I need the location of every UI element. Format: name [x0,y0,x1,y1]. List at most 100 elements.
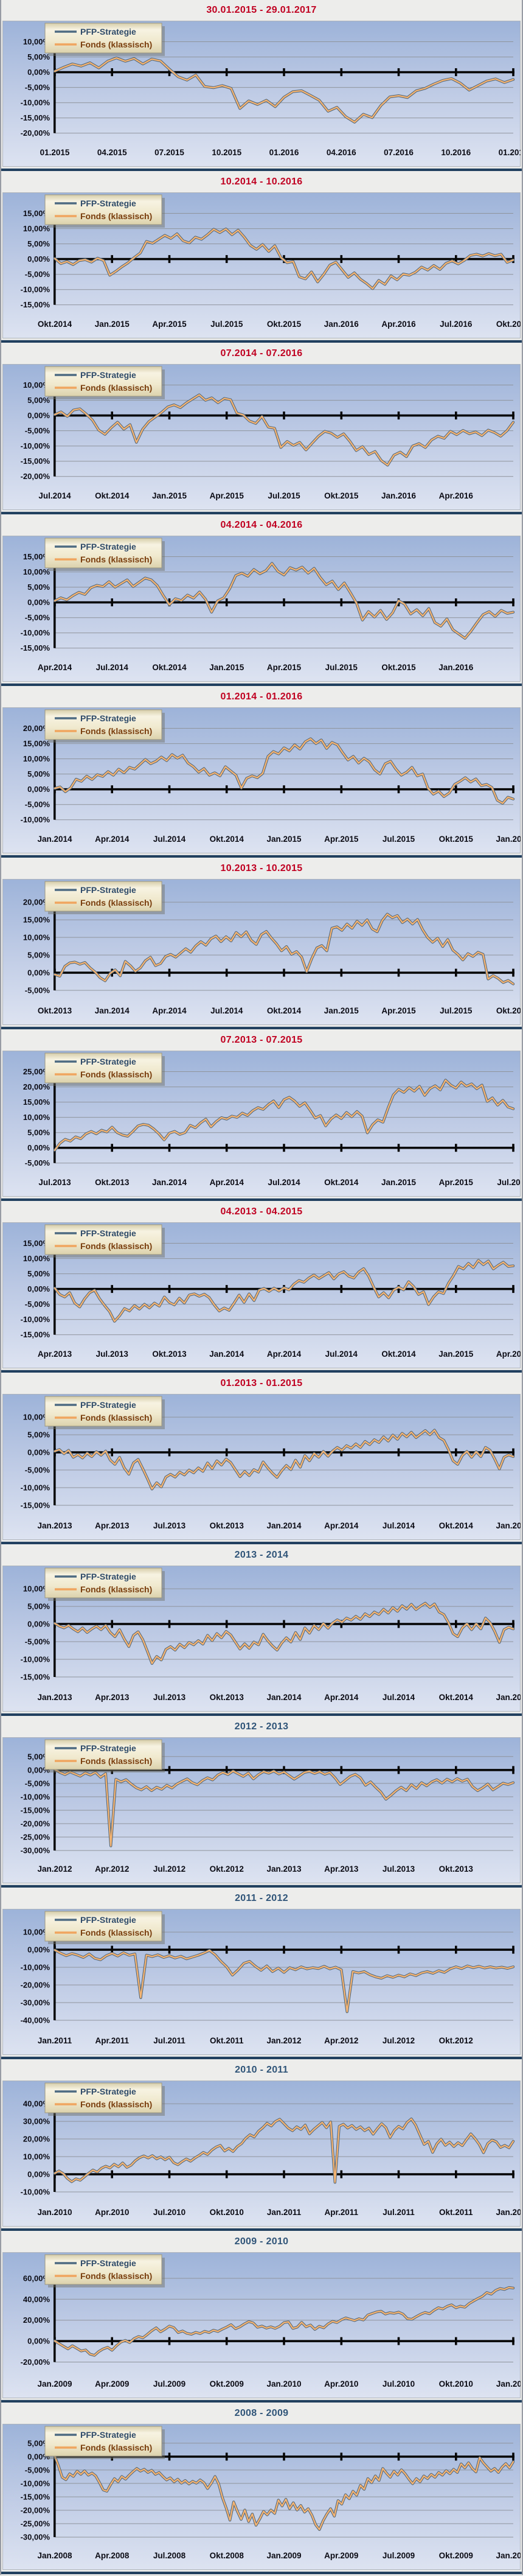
x-tick-label: Jan.2015 [209,663,244,672]
x-tick [512,2170,514,2179]
y-tick-label: -10,00% [21,98,50,107]
x-tick [397,411,400,420]
chart-section-7: 07.2013 - 07.2015 25,00% 20,00% 15,00% 10,0… [1,1030,522,1202]
x-tick-label: Okt.2014 [267,1006,302,1015]
x-tick [340,2452,343,2461]
y-tick-label: 0,00% [27,2170,50,2179]
section-divider [1,855,522,858]
y-axis [54,2434,56,2538]
legend-label-pfp: PFP-Strategie [80,2087,136,2096]
legend-label-fonds: Fonds (klassisch) [80,1928,152,1937]
y-tick-label: -10,00% [21,1963,50,1972]
x-tick-label: Jan.2014 [266,1693,302,1702]
y-axis [54,2262,56,2362]
y-tick-label: -40,00% [21,2016,50,2025]
x-tick-label: Okt.2009 [210,2379,244,2389]
x-tick-label: Apr.2014 [324,1693,359,1702]
x-tick-label: Jul.2014 [383,1521,415,1530]
x-tick-label: Apr.2014 [324,1521,359,1530]
y-tick-label: 25,00% [23,1067,50,1076]
legend-label-fonds: Fonds (klassisch) [80,1413,152,1423]
y-tick-label: -10,00% [21,2188,50,2197]
x-tick [168,1766,171,1774]
x-tick [340,1448,343,1457]
legend-label-fonds: Fonds (klassisch) [80,2099,152,2109]
x-tick [397,68,400,77]
chart-section-3: 07.2014 - 07.2016 10,00% 5,00% 0,00% -5,00%… [1,343,522,515]
x-tick [225,785,228,794]
legend-label-pfp: PFP-Strategie [80,1400,136,1410]
y-tick-label: -15,00% [21,113,50,122]
y-axis [54,374,56,477]
x-tick-label: Okt.2015 [324,491,359,500]
x-tick [397,255,400,264]
y-tick-label: 15,00% [23,209,50,218]
x-tick-label: Apr.2013 [324,1864,359,1874]
legend-label-pfp: PFP-Strategie [80,2430,136,2440]
x-tick [168,2337,171,2345]
y-tick-label: 20,00% [23,2315,50,2325]
y-tick-label: 10,00% [23,2152,50,2161]
legend: PFP-Strategie Fonds (klassisch) [44,2082,165,2116]
x-tick-label: Jul.2015 [383,835,415,844]
y-tick-label: -10,00% [21,1483,50,1493]
x-tick-label: Okt.2010 [439,2379,473,2389]
section-divider [1,340,522,343]
x-tick [283,2452,285,2461]
legend: PFP-Strategie Fonds (klassisch) [44,194,165,228]
y-tick-label: -5,00% [25,270,50,279]
y-tick-label: -15,00% [21,300,50,309]
x-tick [283,1945,285,1954]
x-tick [111,598,113,607]
x-tick [111,1766,113,1774]
x-tick-label: Okt.2014 [381,1349,416,1359]
x-tick [225,1620,228,1628]
x-tick-label: Okt.2012 [210,1864,244,1874]
x-tick [283,2170,285,2179]
y-tick-label: 30,00% [23,2117,50,2126]
y-axis [54,717,56,820]
x-tick [225,1448,228,1457]
x-tick [455,255,457,264]
x-tick-label: Jul.2013 [96,1349,129,1359]
x-tick-label: Okt.2013 [38,1006,72,1015]
x-tick-label: Apr.2009 [324,2551,358,2560]
y-tick-label: 20,00% [23,1082,50,1091]
x-tick-label: Okt.2014 [324,1178,359,1187]
x-tick-label: Apr.2014 [267,1349,302,1359]
y-axis [54,202,56,305]
x-tick [225,1144,228,1152]
chart-section-8: 04.2013 - 04.2015 15,00% 10,00% 5,00% 0,00%… [1,1202,522,1373]
chart-section-12: 2011 - 2012 10,00% 0,00% -10,00% -20,00% -30… [1,1888,522,2060]
x-tick-label: Apr.2014 [210,1178,244,1187]
legend-box [44,537,162,569]
x-tick-label: Jul.2011 [383,2208,415,2217]
chart-plot: 25,00% 20,00% 15,00% 10,00% 5,00% 0,00% -5,00%… [2,1051,521,1197]
plot-wrap: 10,00% 0,00% -10,00% -20,00% -30,00% -40,00% J… [1,1909,522,2055]
x-tick [512,1945,514,1954]
x-tick-label: Apr.2015 [324,835,359,844]
y-tick-label: -5,00% [25,83,50,92]
section-divider [1,2228,522,2231]
chart-plot: 40,00% 30,00% 20,00% 10,00% 0,00% -10,00% Jan.… [2,2081,521,2227]
x-tick-label: Okt.2013 [210,1693,244,1702]
y-tick-label: 5,00% [27,1128,50,1137]
x-tick [340,1766,343,1774]
x-tick-label: 04.2015 [97,148,127,157]
y-tick-label: 60,00% [23,2274,50,2283]
x-tick [111,1448,113,1457]
chart-plot: 10,00% 0,00% -10,00% -20,00% -30,00% -40,00% J… [2,1909,521,2055]
legend-label-pfp: PFP-Strategie [80,1228,136,1238]
x-tick [455,2170,457,2179]
x-tick [512,1144,514,1152]
legend-label-pfp: PFP-Strategie [80,198,136,208]
y-tick-label: -5,00% [25,1779,50,1788]
x-tick [225,411,228,420]
x-tick [168,1285,171,1293]
x-tick-label: Okt.2011 [210,2036,244,2045]
x-tick [111,1945,113,1954]
x-tick-label: Jan.2013 [266,1864,302,1874]
x-tick [397,1620,400,1628]
series-line-fonds-highlight [54,1430,514,1489]
